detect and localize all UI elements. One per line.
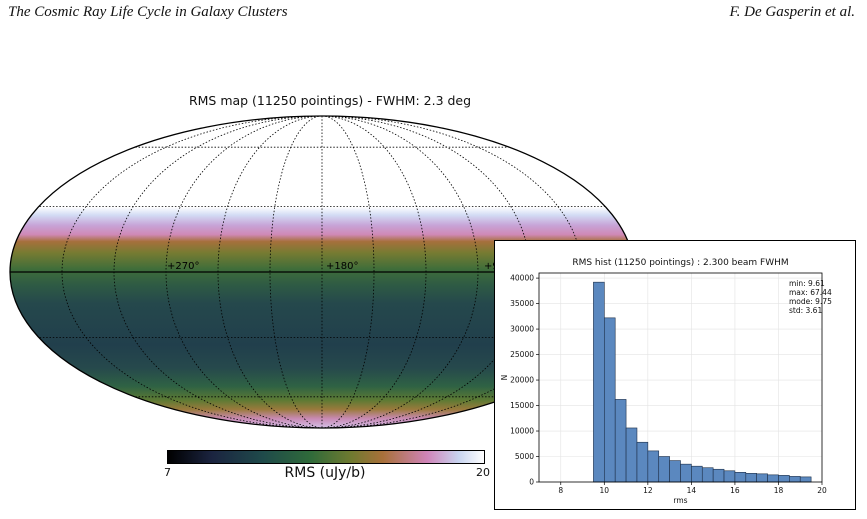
- histogram-bar: [789, 476, 801, 483]
- y-tick-label: 5000: [515, 452, 534, 461]
- map-title: RMS map (11250 pointings) - FWHM: 2.3 de…: [188, 93, 472, 108]
- histogram-bar: [691, 465, 703, 483]
- histogram-title: RMS hist (11250 pointings) : 2.300 beam …: [572, 258, 788, 268]
- stat-line: max: 67.44: [789, 288, 832, 297]
- histogram-bar: [701, 467, 714, 483]
- y-tick-label: 10000: [510, 427, 534, 436]
- x-tick-label: 12: [643, 486, 653, 495]
- histogram-bar: [636, 441, 649, 483]
- histogram-bar: [625, 427, 638, 483]
- stat-line: mode: 9.75: [789, 297, 832, 306]
- colorbar-max-label: 20: [476, 466, 490, 479]
- lon-label-90: +9: [484, 261, 499, 272]
- meridian-line: [217, 116, 323, 428]
- colorbar-min-label: 7: [164, 466, 171, 479]
- meridian-line: [321, 116, 427, 428]
- y-tick-label: 0: [529, 478, 534, 487]
- y-tick-label: 30000: [510, 325, 534, 334]
- histogram-bar: [767, 474, 779, 483]
- stat-line: std: 3.61: [789, 306, 822, 315]
- colorbar: [167, 450, 485, 464]
- lon-label-180: +180°: [326, 261, 358, 272]
- colorbar-label: RMS (uJy/b): [284, 465, 366, 481]
- y-ticks: 0 5000 10000 15000 20000 25000 30000 35000 40000: [510, 274, 539, 487]
- histogram-grid: [539, 273, 823, 483]
- running-title: The Cosmic Ray Life Cycle in Galaxy Clus…: [8, 4, 288, 20]
- histogram-bar: [745, 473, 757, 483]
- histogram-bar: [593, 281, 605, 483]
- running-authors: F. De Gasperin et al.: [729, 4, 855, 20]
- x-ticks: 8 10 12 14 16 18 20: [558, 482, 827, 495]
- stat-line: min: 9.61: [789, 279, 825, 288]
- histogram-bar: [756, 473, 768, 483]
- y-tick-label: 25000: [510, 350, 534, 359]
- x-tick-label: 20: [817, 486, 827, 495]
- histogram-bar: [680, 463, 692, 483]
- histogram-bar: [712, 468, 725, 483]
- histogram-bar: [647, 450, 660, 483]
- lon-label-270: +270°: [167, 261, 199, 272]
- x-tick-label: 14: [687, 486, 697, 495]
- y-tick-label: 15000: [510, 401, 534, 410]
- histogram-inset: RMS hist (11250 pointings) : 2.300 beam …: [494, 240, 856, 510]
- histogram-frame: [538, 272, 823, 483]
- y-tick-label: 35000: [510, 299, 534, 308]
- histogram-bar: [778, 475, 790, 483]
- x-tick-label: 16: [730, 486, 740, 495]
- meridian-line: [269, 116, 323, 428]
- y-tick-label: 20000: [510, 376, 534, 385]
- histogram-bar: [669, 460, 681, 483]
- histogram-bar: [614, 399, 627, 483]
- histogram-bar: [604, 317, 616, 483]
- histogram-bar: [734, 472, 747, 483]
- meridian-line: [321, 116, 375, 428]
- histogram-bar: [723, 470, 736, 483]
- x-tick-label: 10: [600, 486, 610, 495]
- x-tick-label: 8: [558, 486, 563, 495]
- y-tick-label: 40000: [510, 274, 534, 283]
- histogram-bar: [658, 456, 670, 483]
- x-axis-label: rms: [673, 496, 687, 505]
- rms-histogram: RMS hist (11250 pointings) : 2.300 beam …: [500, 258, 832, 505]
- histogram-bar: [799, 476, 812, 483]
- y-axis-label: N: [500, 375, 509, 381]
- x-tick-label: 18: [774, 486, 784, 495]
